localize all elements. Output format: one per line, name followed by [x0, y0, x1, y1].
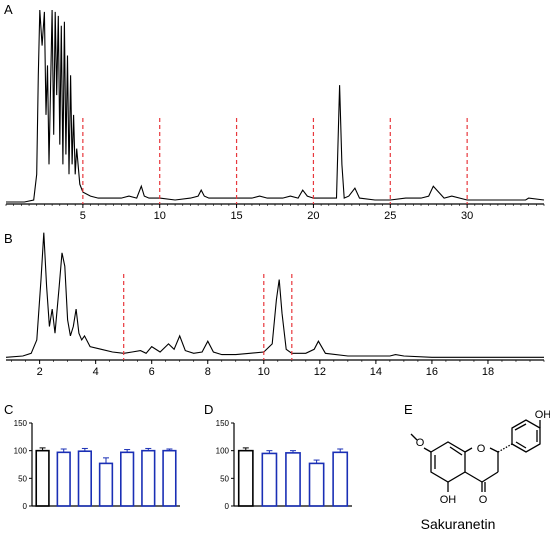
ring-b-bonds: [511, 419, 541, 453]
ring-b-double-1: [514, 423, 527, 431]
bar: [332, 451, 349, 507]
bar: [77, 450, 92, 507]
bar: [308, 462, 325, 507]
x-tick-label: 16: [426, 366, 438, 378]
atom-oh-bottom: OH: [440, 494, 457, 506]
y-tick-label: 100: [14, 447, 28, 456]
ring-a-bonds: [430, 441, 466, 483]
atom-o-carbonyl: O: [479, 494, 488, 506]
bond-methyl: [410, 433, 418, 441]
bar: [56, 451, 71, 507]
bond-c4: [481, 471, 499, 483]
bar: [35, 449, 50, 507]
y-tick-label: 150: [14, 419, 28, 428]
panel-label-b: B: [4, 231, 13, 246]
y-tick-label: 50: [220, 474, 229, 483]
x-tick-label: 18: [482, 366, 494, 378]
x-tick-label: 10: [154, 210, 166, 222]
x-tick-label: 6: [149, 366, 155, 378]
atom-o-ring: O: [477, 443, 486, 455]
x-tick-label: 12: [314, 366, 326, 378]
chromatogram-trace: [6, 9, 545, 203]
chromatogram-b: 2 4 6 8 10 12 14 16 18: [5, 232, 545, 378]
bar: [141, 449, 156, 507]
chromatogram-a: 5 10 15 20 25 30: [5, 9, 545, 222]
bond-stereo: [497, 443, 513, 453]
y-tick-label: 0: [23, 502, 28, 511]
x-tick-label: 8: [205, 366, 211, 378]
chromatogram-trace: [5, 232, 544, 358]
bar: [237, 449, 254, 507]
panel-label-c: C: [4, 402, 13, 417]
x-tick-label: 15: [230, 210, 242, 222]
y-tick-label: 100: [216, 447, 230, 456]
bond-o-ring-right: [489, 447, 499, 453]
bar-chart-d: 0 50 100 150: [216, 419, 352, 511]
bond-c4a: [464, 471, 483, 483]
bar: [98, 462, 114, 507]
atom-oh-top: OH: [535, 409, 550, 421]
bond-o-ring-left: [464, 447, 473, 453]
x-tick-label: 25: [384, 210, 396, 222]
ring-a-double-2: [449, 446, 463, 456]
compound-name: Sakuranetin: [421, 516, 496, 532]
bar: [120, 451, 135, 507]
atom-o-methoxy: O: [416, 437, 425, 449]
bar: [162, 449, 177, 507]
panel-label-a: A: [4, 2, 13, 17]
y-tick-label: 150: [216, 419, 230, 428]
bar-chart-c: 0 50 100 150: [14, 419, 180, 511]
bar: [261, 452, 278, 507]
ring-b-double-3: [515, 441, 527, 449]
x-tick-label: 20: [307, 210, 319, 222]
x-tick-label: 14: [370, 366, 382, 378]
x-tick-label: 4: [93, 366, 99, 378]
y-tick-label: 0: [225, 502, 230, 511]
y-tick-label: 50: [18, 474, 27, 483]
panel-label-d: D: [204, 402, 213, 417]
x-tick-label: 5: [80, 210, 86, 222]
bond-methoxy-o: [423, 447, 432, 453]
bar: [285, 452, 301, 507]
x-tick-label: 10: [258, 366, 270, 378]
x-tick-label: 30: [461, 210, 473, 222]
sakuranetin-structure: OH O O O OH Sakuranetin: [410, 409, 550, 532]
panel-label-e: E: [404, 402, 413, 417]
x-tick-label: 2: [37, 366, 43, 378]
